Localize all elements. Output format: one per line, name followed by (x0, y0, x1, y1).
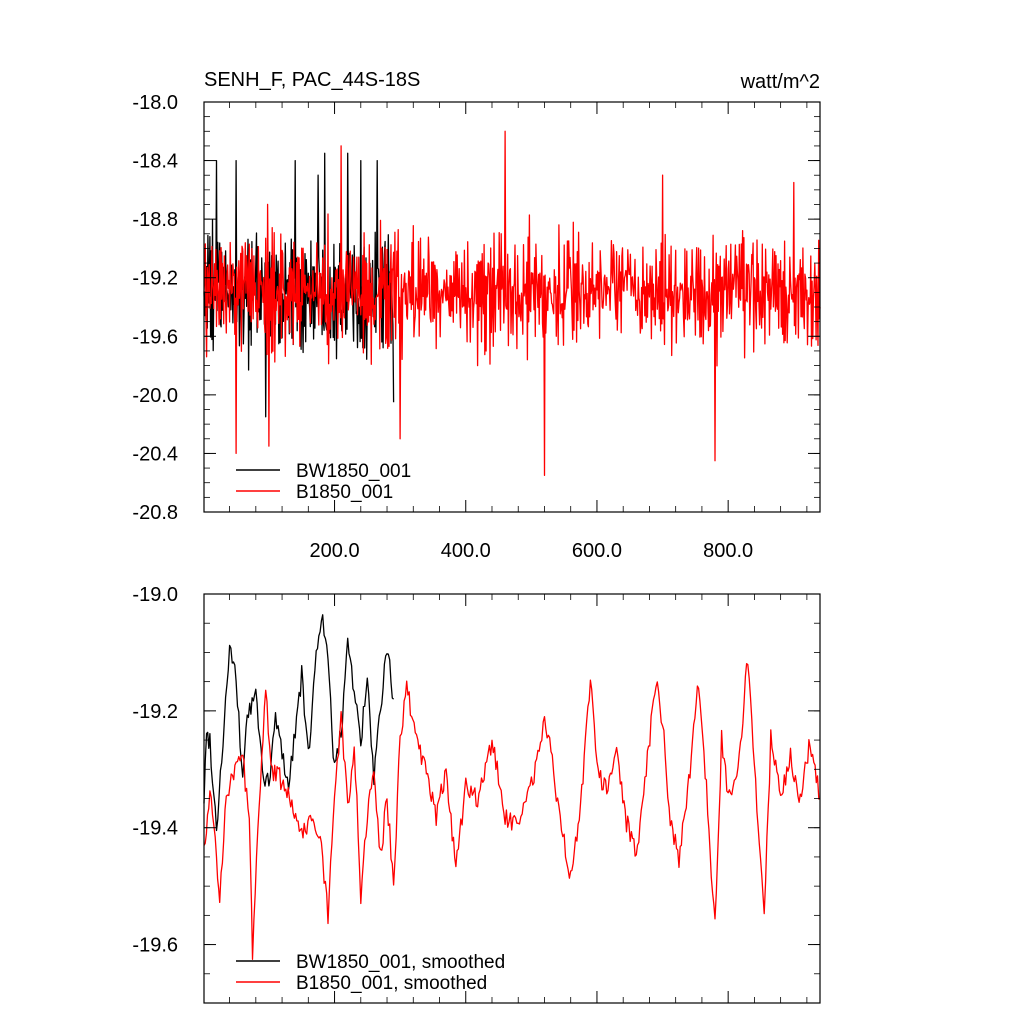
top-xtick-label: 800.0 (703, 540, 753, 562)
bottom-axes: -19.0 -19.2 -19.4 -19.6 (132, 584, 820, 1004)
top-ytick-label: -18.0 (132, 92, 178, 114)
top-ytick-label: -19.2 (132, 268, 178, 290)
top-xtick-label: 200.0 (310, 540, 360, 562)
bottom-series-b1850-001-smoothed (203, 663, 821, 960)
top-ytick-label: -20.0 (132, 385, 178, 407)
top-legend-label-b1850: B1850_001 (296, 482, 393, 503)
top-units: watt/m^2 (740, 71, 820, 93)
top-ytick-label: -20.8 (132, 502, 178, 524)
bottom-ytick-label: -19.2 (132, 701, 178, 723)
top-panel: SENH_F, PAC_44S-18S watt/m^2 -18.0-18.4-… (132, 69, 821, 562)
top-series-group (203, 130, 821, 477)
top-ytick-label: -18.4 (132, 151, 178, 173)
bottom-panel: -19.0 -19.2 -19.4 -19.6 BW1850_001, smoothe… (132, 584, 821, 1004)
bottom-ytick-label: -19.0 (132, 584, 178, 606)
top-ytick-label: -19.6 (132, 326, 178, 348)
top-xtick-label: 600.0 (572, 540, 622, 562)
top-ytick-label: -18.8 (132, 209, 178, 231)
bottom-ytick-label: -19.6 (132, 935, 178, 957)
top-xtick-label: 400.0 (441, 540, 491, 562)
top-legend: BW1850_001 B1850_001 (236, 461, 411, 503)
bottom-legend-label-bw1850: BW1850_001, smoothed (296, 952, 505, 973)
bottom-series-bw1850-001-smoothed (203, 614, 395, 832)
top-series-b1850-001 (203, 130, 821, 477)
bottom-legend: BW1850_001, smoothed B1850_001, smoothed (236, 952, 505, 994)
bottom-series-group (203, 614, 821, 960)
bottom-legend-label-b1850: B1850_001, smoothed (296, 973, 487, 994)
top-axes: -18.0 -18.4 -18.8 -19.2 -19.6 -20.0 -20.4 -20.8… (132, 92, 820, 562)
bottom-plot-frame (203, 593, 821, 1004)
top-ytick-label: -20.4 (132, 443, 178, 465)
top-legend-label-bw1850: BW1850_001 (296, 461, 411, 482)
bottom-ytick-label: -19.4 (132, 818, 178, 840)
top-title: SENH_F, PAC_44S-18S (204, 69, 420, 91)
